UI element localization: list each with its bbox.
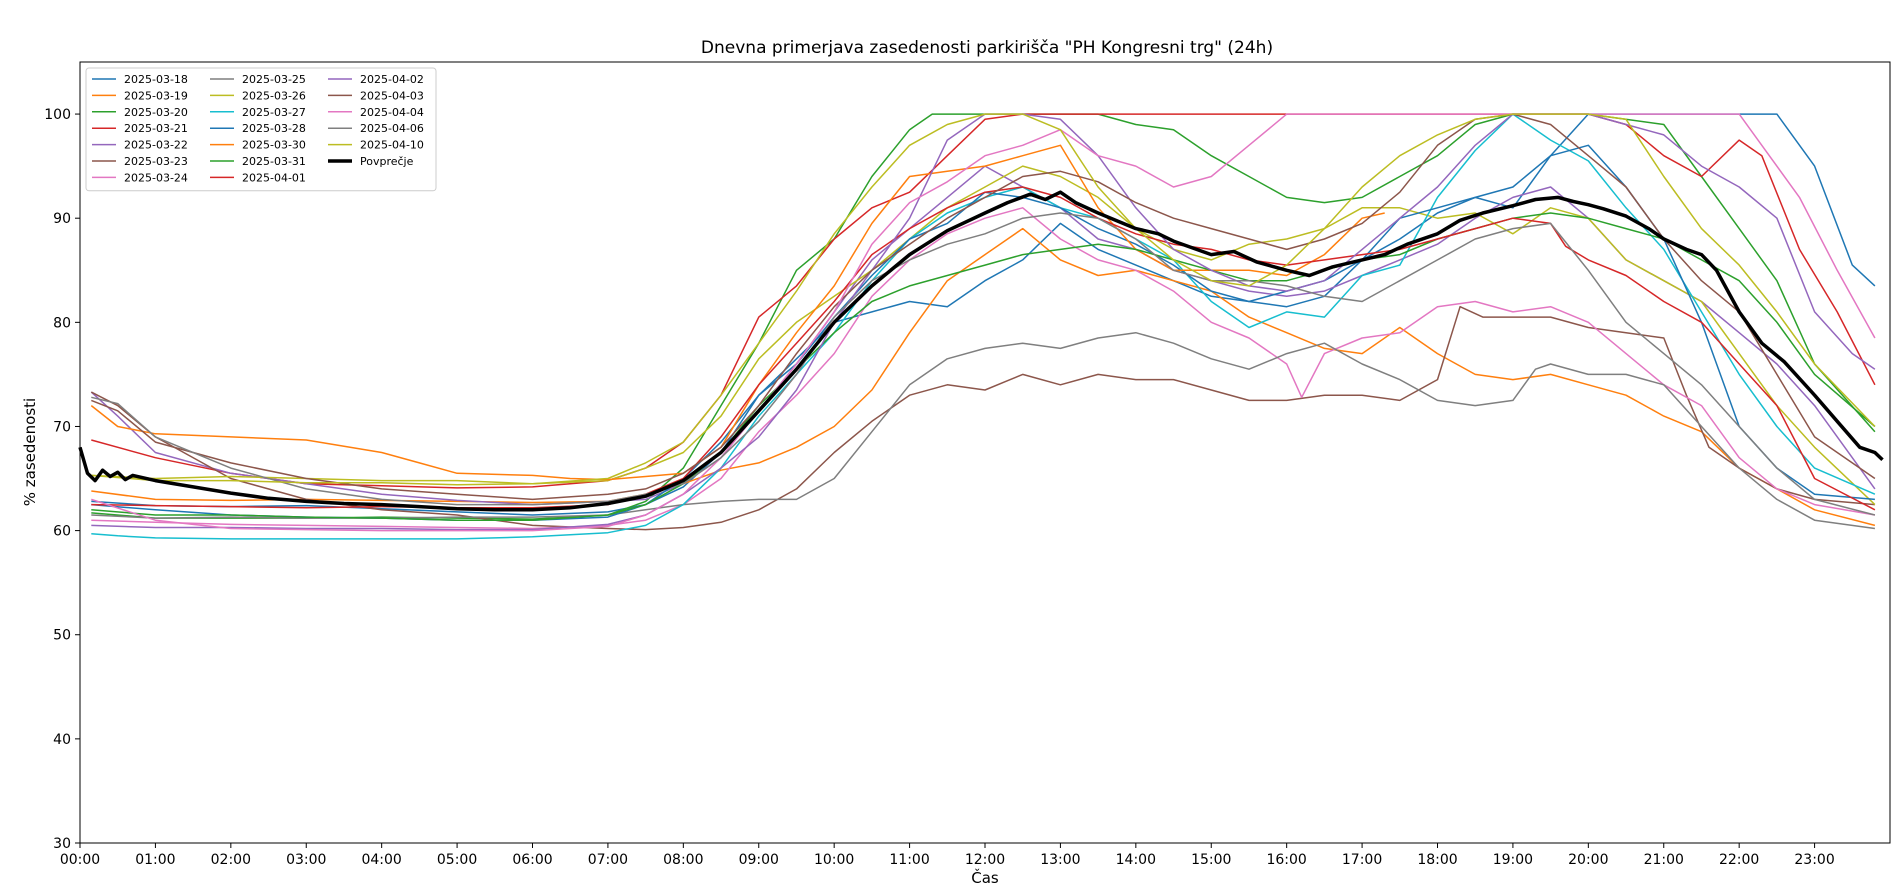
y-tick-label: 70 — [53, 419, 71, 435]
y-tick-label: 40 — [53, 732, 71, 748]
legend-label: 2025-03-28 — [242, 122, 306, 135]
legend-label: 2025-03-27 — [242, 106, 306, 119]
x-tick-label: 18:00 — [1417, 852, 1457, 868]
x-tick-label: 05:00 — [437, 852, 477, 868]
series-line-2025-03-30 — [90, 144, 1385, 481]
x-tick-label: 16:00 — [1266, 852, 1306, 868]
series-line-2025-03-26 — [91, 165, 1876, 506]
x-tick-label: 14:00 — [1116, 852, 1156, 868]
series-line-2025-04-03 — [91, 113, 1876, 501]
series-line-2025-03-27 — [91, 113, 1876, 540]
x-tick-label: 15:00 — [1191, 852, 1231, 868]
x-tick-label: 01:00 — [135, 852, 175, 868]
y-tick-label: 50 — [53, 628, 71, 644]
legend-label: 2025-04-04 — [360, 106, 424, 119]
series-line-2025-03-19 — [91, 227, 1876, 527]
x-tick-label: 06:00 — [512, 852, 552, 868]
x-tick-label: 23:00 — [1794, 852, 1834, 868]
legend-label: 2025-03-20 — [124, 106, 188, 119]
y-axis: 30 40 50 60 70 80 90 100 — [44, 107, 80, 852]
x-tick-label: 00:00 — [60, 852, 100, 868]
legend-label: Povprečje — [360, 155, 414, 168]
legend-label: 2025-04-01 — [242, 171, 306, 184]
y-axis-title: % zasedenosti — [21, 398, 39, 506]
legend-label: 2025-04-02 — [360, 73, 424, 86]
legend-label: 2025-04-10 — [360, 139, 424, 152]
series-line-average — [78, 190, 1884, 512]
series-line-2025-03-22 — [90, 165, 1876, 506]
series-line-2025-04-06 — [91, 212, 1876, 516]
series-line-2025-03-28 — [91, 144, 1875, 521]
x-tick-label: 22:00 — [1719, 852, 1759, 868]
legend-label: 2025-03-31 — [242, 155, 306, 168]
x-tick-label: 08:00 — [663, 852, 703, 868]
legend-label: 2025-03-23 — [124, 155, 188, 168]
legend-label: 2025-03-25 — [242, 73, 306, 86]
legend-label: 2025-03-21 — [124, 122, 188, 135]
x-tick-label: 21:00 — [1644, 852, 1684, 868]
chart-title: Dnevna primerjava zasedenosti parkirišča… — [701, 38, 1273, 58]
legend-label: 2025-03-19 — [124, 89, 188, 102]
x-tick-label: 09:00 — [739, 852, 779, 868]
legend-label: 2025-03-30 — [242, 139, 306, 152]
series-line-2025-04-10 — [91, 113, 1876, 486]
plot-lines — [78, 113, 1884, 540]
y-tick-label: 80 — [53, 315, 71, 331]
legend-label: 2025-03-26 — [242, 89, 306, 102]
y-tick-label: 100 — [44, 107, 71, 123]
x-tick-label: 20:00 — [1568, 852, 1608, 868]
series-line-2025-04-04 — [91, 113, 1876, 532]
legend-label: 2025-03-22 — [124, 139, 188, 152]
legend-label: 2025-04-03 — [360, 89, 424, 102]
x-tick-label: 19:00 — [1493, 852, 1533, 868]
y-tick-label: 60 — [53, 524, 71, 540]
series-line-2025-03-23 — [90, 305, 1875, 531]
x-tick-label: 04:00 — [361, 852, 401, 868]
x-tick-label: 11:00 — [889, 852, 929, 868]
series-line-2025-03-21 — [91, 113, 1876, 489]
x-tick-label: 12:00 — [965, 852, 1005, 868]
x-tick-label: 03:00 — [286, 852, 326, 868]
y-tick-label: 90 — [53, 211, 71, 227]
y-tick-label: 30 — [53, 836, 71, 852]
x-axis-title: Čas — [971, 868, 999, 887]
x-tick-label: 02:00 — [211, 852, 251, 868]
x-tick-label: 13:00 — [1040, 852, 1080, 868]
x-axis: 00:00 01:00 02:00 03:00 04:00 05:00 06:00 07:00… — [60, 843, 1835, 868]
legend-label: 2025-04-06 — [360, 122, 424, 135]
legend-label: 2025-03-18 — [124, 73, 188, 86]
series-line-2025-03-31 — [91, 212, 1876, 521]
x-tick-label: 10:00 — [814, 852, 854, 868]
legend-label: 2025-03-24 — [124, 171, 188, 184]
series-line-2025-03-25 — [91, 331, 1876, 530]
legend: 2025-03-18 2025-03-19 2025-03-20 2025-03-21… — [85, 67, 437, 192]
x-tick-label: 07:00 — [588, 852, 628, 868]
x-tick-label: 17:00 — [1342, 852, 1382, 868]
series-line-2025-03-18 — [91, 113, 1876, 516]
